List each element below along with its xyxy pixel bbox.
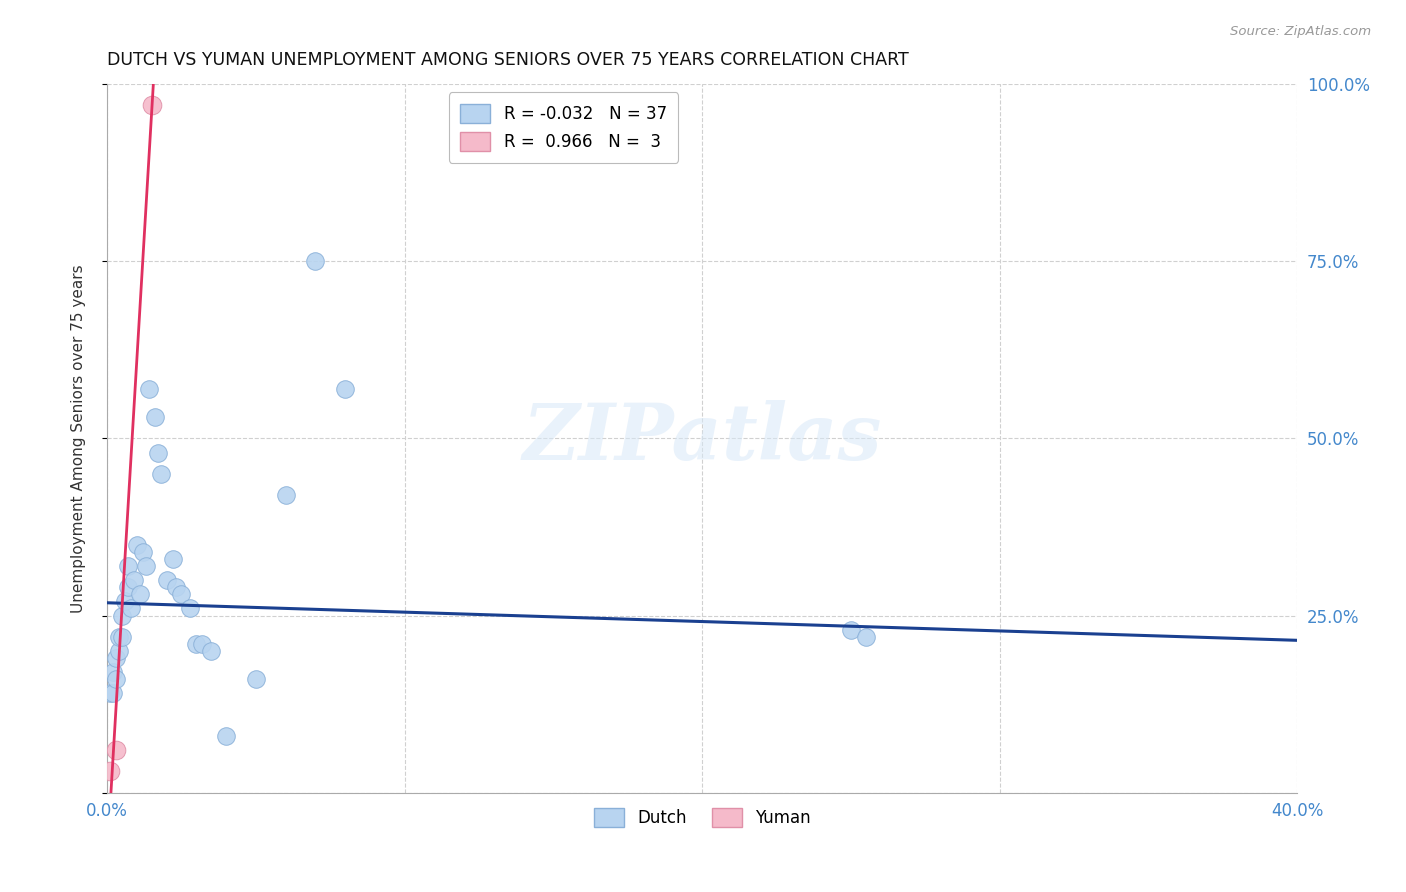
Point	[105, 673, 128, 687]
Legend: Dutch, Yuman: Dutch, Yuman	[588, 801, 817, 834]
Point	[111, 608, 134, 623]
Point	[138, 382, 160, 396]
Point	[274, 488, 297, 502]
Point	[839, 623, 862, 637]
Point	[98, 764, 121, 779]
Point	[111, 630, 134, 644]
Point	[333, 382, 356, 396]
Point	[98, 686, 121, 700]
Point	[120, 601, 142, 615]
Point	[101, 665, 124, 680]
Point	[186, 637, 208, 651]
Point	[141, 98, 163, 112]
Text: DUTCH VS YUMAN UNEMPLOYMENT AMONG SENIORS OVER 75 YEARS CORRELATION CHART: DUTCH VS YUMAN UNEMPLOYMENT AMONG SENIOR…	[107, 51, 908, 69]
Point	[143, 410, 166, 425]
Point	[108, 630, 131, 644]
Point	[108, 644, 131, 658]
Point	[105, 743, 128, 757]
Point	[155, 573, 177, 587]
Y-axis label: Unemployment Among Seniors over 75 years: Unemployment Among Seniors over 75 years	[72, 264, 86, 613]
Point	[215, 729, 238, 743]
Point	[855, 630, 877, 644]
Point	[179, 601, 201, 615]
Point	[191, 637, 214, 651]
Point	[101, 686, 124, 700]
Point	[245, 673, 267, 687]
Point	[304, 254, 326, 268]
Point	[105, 651, 128, 665]
Point	[122, 573, 145, 587]
Point	[146, 445, 169, 459]
Point	[128, 587, 150, 601]
Text: ZIPatlas: ZIPatlas	[523, 401, 882, 476]
Point	[135, 558, 157, 573]
Point	[162, 552, 184, 566]
Point	[125, 538, 148, 552]
Point	[132, 545, 155, 559]
Point	[117, 558, 139, 573]
Point	[200, 644, 222, 658]
Point	[149, 467, 172, 481]
Point	[165, 580, 187, 594]
Point	[117, 580, 139, 594]
Point	[170, 587, 193, 601]
Text: Source: ZipAtlas.com: Source: ZipAtlas.com	[1230, 25, 1371, 38]
Point	[114, 594, 136, 608]
